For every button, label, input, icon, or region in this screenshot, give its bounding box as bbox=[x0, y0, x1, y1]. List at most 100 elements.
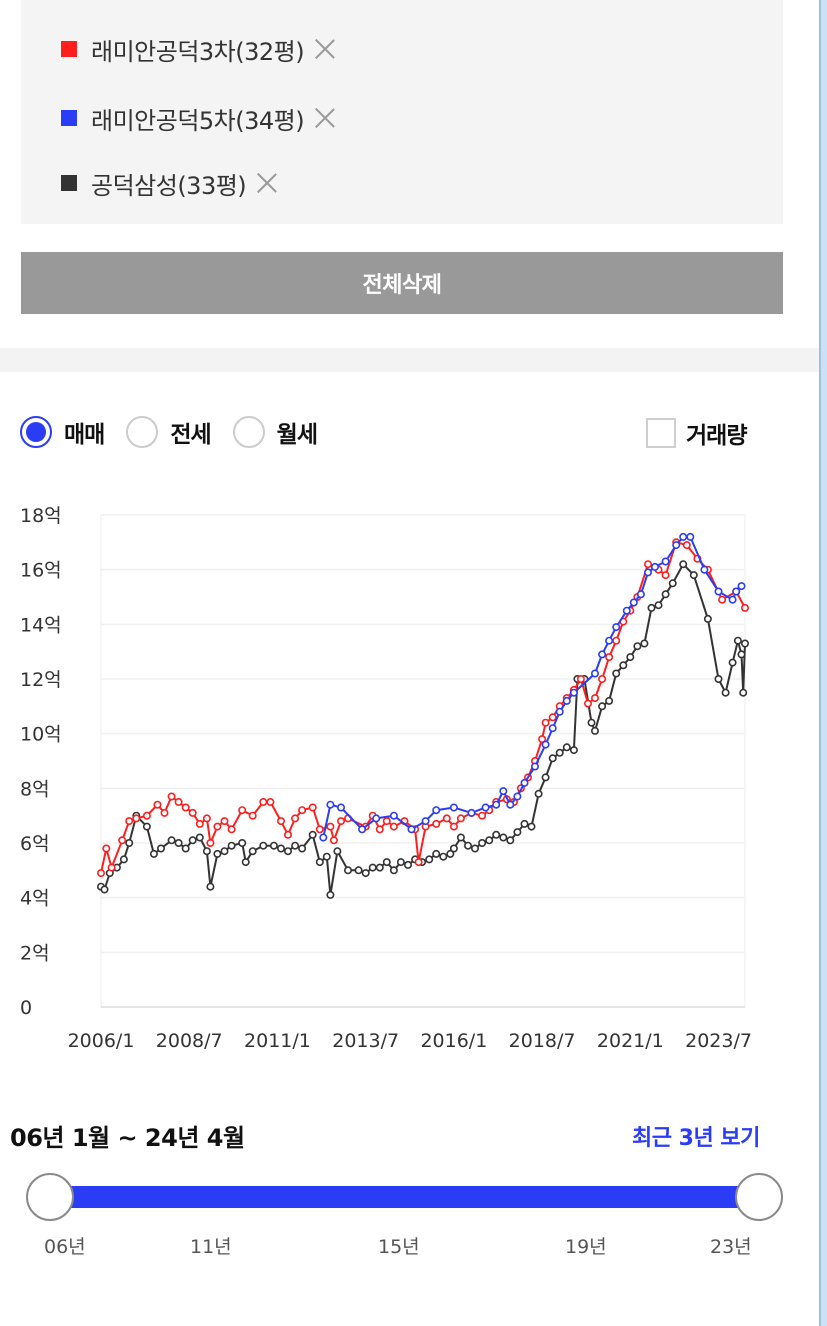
data-point bbox=[700, 565, 709, 574]
data-point bbox=[372, 814, 381, 823]
data-point bbox=[276, 817, 285, 826]
data-point bbox=[590, 669, 599, 678]
data-point bbox=[403, 860, 412, 869]
data-point bbox=[538, 735, 547, 744]
remove-icon[interactable] bbox=[312, 105, 338, 131]
compare-item: 래미안공덕5차(34평) bbox=[61, 103, 338, 135]
x-tick-label: 2011/1 bbox=[244, 1030, 311, 1052]
data-point bbox=[442, 814, 451, 823]
data-point bbox=[740, 639, 749, 648]
data-point bbox=[248, 847, 257, 856]
radio-monthly-rent[interactable]: 월세 bbox=[232, 415, 318, 449]
data-point bbox=[432, 806, 441, 815]
data-point bbox=[188, 808, 197, 817]
radio-sale[interactable]: 매매 bbox=[20, 415, 105, 449]
data-point bbox=[449, 844, 458, 853]
data-point bbox=[227, 841, 236, 850]
data-point bbox=[283, 847, 292, 856]
y-tick-label: 2억 bbox=[20, 942, 50, 964]
slider-tick-label: 11년 bbox=[190, 1236, 232, 1258]
data-point bbox=[432, 819, 441, 828]
data-point bbox=[326, 800, 335, 809]
recent-3-years-link[interactable]: 최근 3년 보기 bbox=[632, 1126, 760, 1151]
data-point bbox=[206, 882, 215, 891]
data-point bbox=[202, 847, 211, 856]
radio-checked-icon bbox=[20, 416, 52, 448]
data-point bbox=[587, 718, 596, 727]
radio-jeonse[interactable]: 전세 bbox=[126, 415, 212, 449]
data-point bbox=[322, 852, 331, 861]
data-point bbox=[238, 806, 247, 815]
data-point bbox=[142, 811, 151, 820]
data-point bbox=[425, 855, 434, 864]
y-tick-label: 12억 bbox=[20, 669, 62, 691]
x-tick-label: 2016/1 bbox=[420, 1030, 487, 1052]
data-point bbox=[259, 841, 268, 850]
data-point bbox=[298, 806, 307, 815]
data-point bbox=[643, 560, 652, 569]
data-point bbox=[238, 838, 247, 847]
data-point bbox=[739, 688, 748, 697]
data-point bbox=[333, 847, 342, 856]
data-point bbox=[689, 571, 698, 580]
data-point bbox=[118, 836, 127, 845]
remove-icon[interactable] bbox=[312, 36, 338, 62]
data-point bbox=[276, 844, 285, 853]
data-point bbox=[421, 817, 430, 826]
data-point bbox=[737, 650, 746, 659]
data-point bbox=[107, 863, 116, 872]
x-tick-label: 2013/7 bbox=[332, 1030, 399, 1052]
price-chart: 0 2억 4억 6억 8억 10억 12억 14억 16억 18억 2006/1 2008/7 2011… bbox=[0, 495, 819, 1085]
data-point bbox=[389, 866, 398, 875]
clear-all-button[interactable]: 전체삭제 bbox=[21, 252, 783, 314]
slider-start-handle[interactable] bbox=[26, 1173, 74, 1221]
data-point bbox=[319, 833, 328, 842]
data-point bbox=[562, 696, 571, 705]
volume-checkbox[interactable]: 거래량 bbox=[646, 416, 747, 450]
data-point bbox=[492, 830, 501, 839]
data-point bbox=[499, 787, 508, 796]
data-point bbox=[149, 849, 158, 858]
data-point bbox=[407, 825, 416, 834]
data-point bbox=[326, 822, 335, 831]
data-point bbox=[291, 814, 300, 823]
data-point bbox=[343, 866, 352, 875]
data-point bbox=[195, 819, 204, 828]
trade-type-radio-group: 매매 전세 월세 bbox=[20, 412, 339, 452]
scrollbar-edge[interactable] bbox=[819, 0, 827, 1326]
data-point bbox=[679, 532, 688, 541]
slider-end-handle[interactable] bbox=[735, 1173, 783, 1221]
data-point bbox=[481, 803, 490, 812]
x-tick-label: 2021/1 bbox=[597, 1030, 664, 1052]
data-point bbox=[605, 636, 614, 645]
compare-list: 래미안공덕3차(32평) 래미안공덕5차(34평) 공덕삼성(33평) bbox=[21, 0, 783, 224]
data-point bbox=[308, 803, 317, 812]
data-point bbox=[576, 675, 585, 684]
data-point bbox=[97, 869, 106, 878]
compare-item: 래미안공덕3차(32평) bbox=[61, 34, 338, 66]
remove-icon[interactable] bbox=[254, 170, 280, 196]
y-tick-label: 6억 bbox=[20, 833, 50, 855]
y-tick-label: 4억 bbox=[20, 888, 50, 910]
data-point bbox=[336, 803, 345, 812]
data-point bbox=[633, 642, 642, 651]
y-tick-label: 14억 bbox=[20, 614, 62, 636]
data-point bbox=[612, 623, 621, 632]
data-point bbox=[298, 844, 307, 853]
plot-area bbox=[100, 514, 746, 1008]
data-point bbox=[157, 844, 166, 853]
data-point bbox=[541, 773, 550, 782]
data-point bbox=[647, 603, 656, 612]
checkbox-icon bbox=[646, 418, 676, 448]
data-point bbox=[506, 800, 515, 809]
data-point bbox=[375, 825, 384, 834]
data-point bbox=[478, 811, 487, 820]
data-point bbox=[283, 830, 292, 839]
data-point bbox=[555, 748, 564, 757]
data-point bbox=[703, 614, 712, 623]
data-point bbox=[315, 825, 324, 834]
data-point bbox=[590, 726, 599, 735]
data-point bbox=[167, 836, 176, 845]
data-point bbox=[499, 833, 508, 842]
data-point bbox=[439, 852, 448, 861]
